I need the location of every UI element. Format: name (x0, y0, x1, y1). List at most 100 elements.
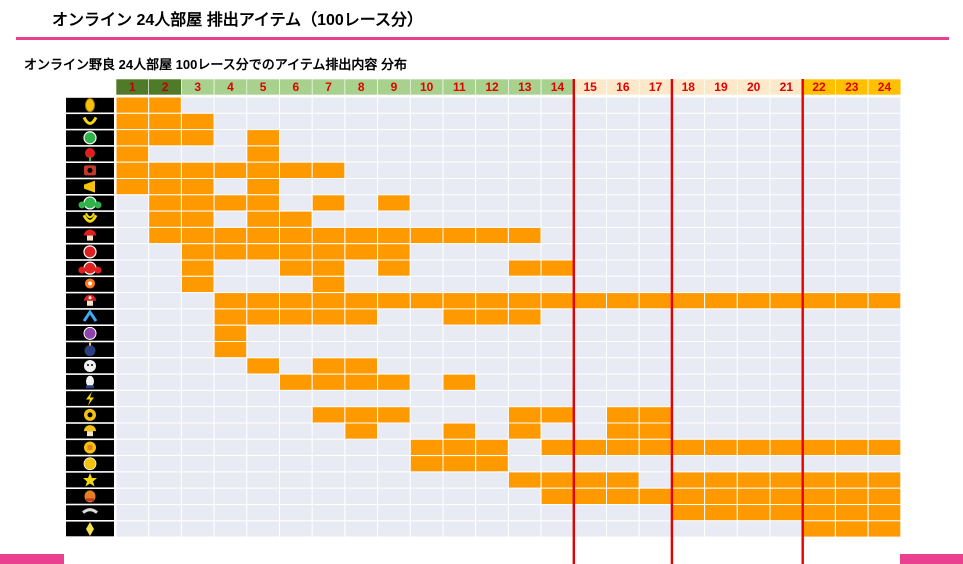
filled-cell (377, 259, 411, 277)
empty-cell (180, 324, 215, 343)
empty-cell (246, 389, 281, 408)
empty-cell (246, 422, 281, 440)
filled-cell (311, 243, 346, 261)
spiny-shell-icon (84, 441, 96, 454)
empty-cell (180, 357, 215, 375)
filled-cell (606, 422, 640, 440)
empty-cell (344, 210, 379, 228)
empty-cell (311, 471, 346, 489)
filled-cell (671, 292, 706, 310)
empty-cell (638, 471, 673, 489)
empty-cell (507, 145, 542, 163)
empty-cell (606, 129, 640, 147)
empty-cell (606, 324, 640, 343)
filled-cell (180, 259, 215, 277)
empty-cell (115, 438, 150, 457)
rank-header-label: 21 (780, 80, 794, 94)
boomerang-icon (82, 309, 98, 322)
empty-cell (475, 145, 509, 163)
empty-cell (475, 259, 509, 277)
filled-cell (573, 487, 607, 506)
rank-header-label: 12 (485, 80, 499, 94)
filled-cell (834, 487, 869, 506)
empty-cell (246, 438, 281, 457)
empty-cell (442, 357, 477, 375)
filled-cell (540, 471, 575, 489)
filled-cell (834, 504, 869, 522)
empty-cell (115, 455, 150, 473)
empty-cell (377, 341, 411, 359)
empty-cell (311, 210, 346, 228)
empty-cell (115, 275, 150, 294)
empty-cell (834, 178, 869, 196)
filled-cell (311, 226, 346, 245)
empty-cell (769, 129, 804, 147)
empty-cell (834, 341, 869, 359)
empty-cell (802, 357, 836, 375)
filled-cell (442, 438, 477, 457)
filled-cell (507, 259, 542, 277)
empty-cell (148, 504, 182, 522)
empty-cell (409, 112, 444, 131)
empty-cell (409, 471, 444, 489)
empty-cell (148, 422, 182, 440)
question-block-icon (83, 457, 97, 471)
filled-cell (671, 471, 706, 489)
empty-cell (409, 178, 444, 196)
filled-cell (213, 341, 248, 359)
empty-cell (867, 194, 902, 212)
filled-cell (704, 292, 738, 310)
filled-cell (638, 292, 673, 310)
empty-cell (704, 373, 738, 391)
empty-cell (475, 389, 509, 408)
empty-cell (148, 292, 182, 310)
filled-cell (311, 161, 346, 179)
empty-cell (834, 145, 869, 163)
filled-cell (115, 112, 150, 131)
empty-cell (279, 487, 313, 506)
filled-cell (180, 178, 215, 196)
empty-cell (704, 112, 738, 131)
filled-cell (344, 373, 379, 391)
empty-cell (671, 145, 706, 163)
empty-cell (213, 389, 248, 408)
empty-cell (507, 389, 542, 408)
empty-cell (148, 520, 182, 538)
filled-cell (344, 406, 379, 424)
empty-cell (671, 226, 706, 245)
empty-cell (409, 487, 444, 506)
empty-cell (311, 178, 346, 196)
empty-cell (704, 178, 738, 196)
empty-cell (213, 178, 248, 196)
filled-cell (213, 243, 248, 261)
rank-header-label: 17 (649, 80, 663, 94)
triple-red-shells-icon (78, 261, 102, 275)
empty-cell (475, 341, 509, 359)
empty-cell (638, 96, 673, 114)
empty-cell (311, 455, 346, 473)
filled-cell (507, 292, 542, 310)
empty-cell (507, 487, 542, 506)
bottom-band-right (900, 554, 963, 564)
empty-cell (311, 520, 346, 538)
empty-cell (180, 389, 215, 408)
empty-cell (507, 178, 542, 196)
filled-cell (540, 259, 575, 277)
filled-cell (442, 226, 477, 245)
filled-cell (279, 308, 313, 326)
empty-cell (279, 471, 313, 489)
empty-cell (475, 471, 509, 489)
filled-cell (213, 161, 248, 179)
empty-cell (311, 145, 346, 163)
empty-cell (769, 243, 804, 261)
empty-cell (409, 259, 444, 277)
filled-cell (344, 357, 379, 375)
empty-cell (507, 194, 542, 212)
empty-cell (344, 259, 379, 277)
filled-cell (475, 438, 509, 457)
empty-cell (704, 129, 738, 147)
empty-cell (442, 178, 477, 196)
empty-cell (704, 194, 738, 212)
empty-cell (573, 226, 607, 245)
empty-cell (344, 112, 379, 131)
